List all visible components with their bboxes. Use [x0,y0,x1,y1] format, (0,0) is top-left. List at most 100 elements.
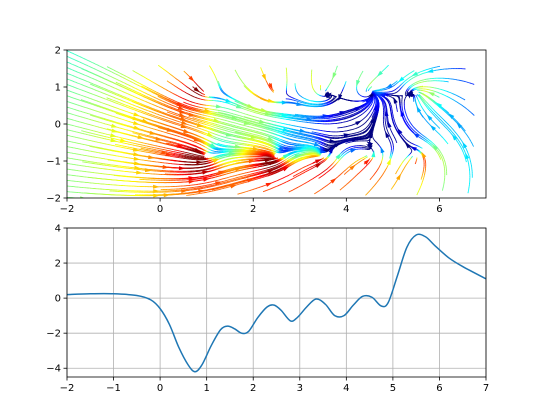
streamline-segment [68,67,71,70]
streamline-segment [97,85,100,87]
streamline-segment [275,166,278,169]
streamline-segment [130,107,132,110]
streamline-segment [90,92,93,95]
streamline-segment [177,135,180,138]
streamline-segment [114,111,117,114]
streamline-segment [201,132,204,135]
streamline-segment [259,172,261,174]
streamline-segment [175,120,178,122]
streamline-segment [96,105,99,108]
streamline-segment [134,100,137,103]
streamline-segment [119,75,122,78]
streamline-segment [98,111,101,113]
streamline-segment [232,179,235,181]
streamline-segment [79,61,82,64]
streamline-segment [202,129,205,131]
streamline-segment [137,84,140,87]
streamline-segment [68,90,71,92]
streamline-segment [168,110,171,113]
streamline-segment [105,68,108,71]
streamline-segment [151,95,153,97]
streamline-segment [107,94,110,97]
streamline-segment [166,113,169,115]
streamline-segment [100,96,103,99]
streamline-segment [176,113,179,115]
streamline-segment [69,51,72,54]
streamline-segment [122,77,125,79]
streamline-segment [320,142,322,144]
streamline-segment [101,107,104,109]
streamline-segment [136,110,138,112]
streamline-segment [197,131,200,133]
streamline-segment [179,121,182,123]
streamline-segment [212,132,215,135]
streamline-segment [68,84,71,87]
streamline-segment [167,121,170,123]
streamline-segment [139,90,142,92]
streamline-segment [185,145,188,147]
streamline-segment [90,98,93,100]
streamline-segment [205,146,207,149]
streamline-segment [165,131,168,134]
streamline-segment [76,60,79,62]
streamline-segment [226,128,229,130]
streamline-segment [118,122,121,124]
streamline-segment [78,55,80,58]
streamline-segment [173,123,176,125]
streamline-segment [114,72,117,75]
streamline-segment [278,165,281,168]
streamline-segment [72,52,75,55]
streamline-arrow [110,138,118,143]
streamline-segment [109,100,112,102]
streamline-segment [154,112,157,115]
streamline-segment [324,143,327,146]
streamline-segment [90,61,93,63]
streamline-segment [130,121,133,123]
streamline-segment [113,101,116,104]
streamline-segment [162,111,165,114]
streamline-segment [135,105,138,107]
streamline-segment [162,108,165,110]
streamline-segment [123,77,126,80]
streamline-segment [81,78,84,81]
streamline-segment [78,99,81,101]
streamline-segment [121,123,124,125]
streamline-segment [142,99,145,102]
streamline-segment [133,104,136,107]
streamline-segment [172,134,175,136]
streamline-segment [224,136,227,139]
streamline-segment [90,87,93,90]
streamline-segment [148,94,151,96]
streamline-segment [191,140,193,142]
streamline-segment [269,166,272,168]
streamline-segment [215,133,218,136]
streamline-segment [80,62,83,64]
streamline-segment [72,64,75,66]
streamline-segment [156,113,158,115]
streamline-segment [89,118,92,121]
streamline-segment [109,75,111,77]
streamline-segment [85,64,88,66]
streamline-segment [176,120,179,123]
streamline-segment [224,163,227,165]
streamline-segment [74,70,76,72]
streamline-segment [203,125,205,127]
streamline-segment [214,165,217,168]
streamline-segment [131,99,134,102]
streamline-segment [79,67,82,69]
streamline-segment [188,139,190,141]
streamline-segment [124,119,127,121]
streamline-segment [132,95,135,98]
streamline-segment [148,110,151,113]
streamline-segment [90,66,93,69]
streamline-segment [138,89,141,91]
streamline-segment [201,128,203,130]
streamline-segment [77,104,80,106]
streamline-segment [212,167,215,169]
streamline-segment [274,164,277,167]
streamline-segment [86,112,89,115]
streamline-segment [102,97,104,99]
streamline-segment [182,137,184,139]
streamline-segment [174,142,177,144]
streamline-segment [134,109,137,112]
